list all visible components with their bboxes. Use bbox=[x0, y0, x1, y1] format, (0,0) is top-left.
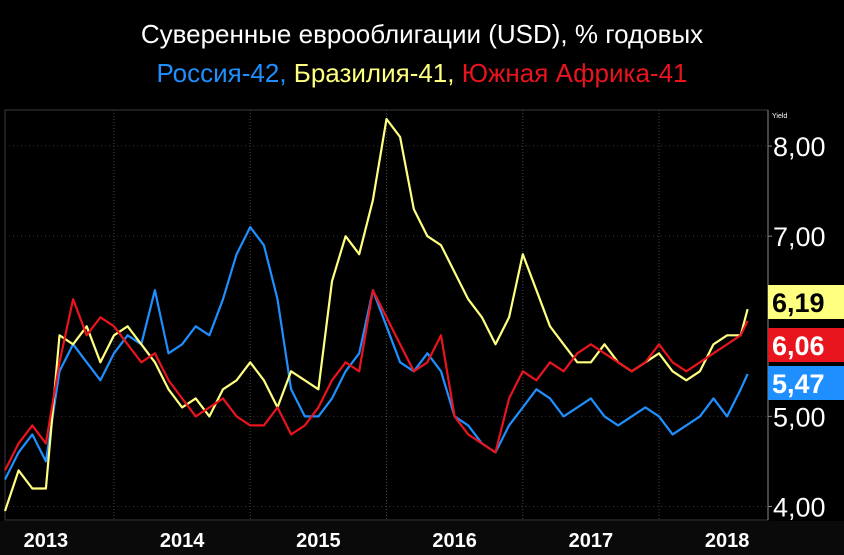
last-value-badge bbox=[768, 285, 844, 319]
series-line-2 bbox=[4, 289, 749, 471]
x-tick-label: 2015 bbox=[296, 530, 341, 552]
y-tick-label: 4,00 bbox=[773, 492, 826, 522]
last-value-badge bbox=[768, 328, 844, 362]
legend-south-africa: Южная Африка-41 bbox=[461, 58, 688, 88]
x-axis-band bbox=[0, 521, 844, 555]
last-value-label: 6,06 bbox=[772, 331, 825, 361]
last-value-badge bbox=[768, 366, 844, 400]
x-tick-label: 2018 bbox=[705, 530, 750, 552]
chart-header: Суверенные еврооблигации (USD), % годовы… bbox=[0, 0, 844, 100]
chart-legend: Россия-42, Бразилия-41, Южная Африка-41 bbox=[156, 58, 688, 88]
last-value-label: 5,47 bbox=[772, 369, 825, 399]
series-line-0 bbox=[4, 226, 749, 480]
x-tick-label: 2013 bbox=[24, 530, 69, 552]
chart-title: Суверенные еврооблигации (USD), % годовы… bbox=[140, 19, 704, 49]
y-tick-label: 5,00 bbox=[773, 402, 826, 432]
legend-brazil: Бразилия-41 bbox=[293, 58, 448, 88]
x-tick-label: 2017 bbox=[569, 530, 614, 552]
x-tick-label: 2014 bbox=[160, 530, 205, 552]
legend-russia: Россия-42 bbox=[156, 58, 280, 88]
y-tick-label: 8,00 bbox=[773, 132, 826, 162]
last-value-label: 6,19 bbox=[772, 288, 825, 318]
y-tick-label: 7,00 bbox=[773, 222, 826, 252]
x-tick-label: 2016 bbox=[432, 530, 477, 552]
y-axis-title: Yield bbox=[772, 113, 787, 120]
